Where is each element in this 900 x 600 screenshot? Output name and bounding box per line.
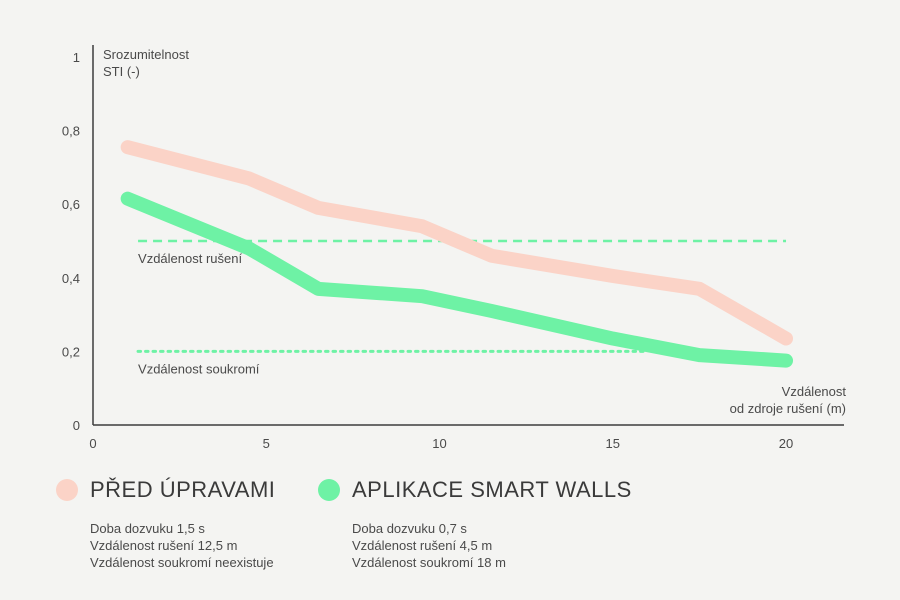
x-tick-label: 15: [606, 436, 620, 451]
legend-note: Vzdálenost soukromí neexistuje: [90, 555, 274, 570]
series-line: [120, 140, 794, 346]
x-axis-label: od zdroje rušení (m): [730, 401, 846, 416]
legend-note: Vzdálenost soukromí 18 m: [352, 555, 506, 570]
y-axis-label: STI (-): [103, 64, 140, 79]
axes: 00,20,40,60,810 5 10 15 20SrozumitelnostSTI …: [62, 45, 846, 451]
legend-note: Vzdálenost rušení 4,5 m: [352, 538, 493, 553]
legend-swatch-before: [56, 479, 78, 501]
legend-note: Doba dozvuku 1,5 s: [90, 521, 205, 536]
x-tick-label: 5: [263, 436, 270, 451]
legend-after: APLIKACE SMART WALLS Doba dozvuku 0,7 s …: [318, 474, 632, 571]
legend-swatch-after: [318, 479, 340, 501]
y-tick-label: 1: [73, 50, 80, 65]
x-tick-label: 0: [89, 436, 96, 451]
legend-title-before: PŘED ÚPRAVAMI: [90, 477, 276, 502]
legend-note: Doba dozvuku 0,7 s: [352, 521, 467, 536]
sti-distance-chart: Vzdálenost rušení Vzdálenost soukromí 0 0,…: [62, 45, 846, 451]
legend-notes-after: Doba dozvuku 0,7 s Vzdálenost rušení 4,5…: [352, 520, 632, 571]
y-tick-label: 0,4: [62, 271, 80, 286]
reference-line-label: Vzdálenost soukromí: [138, 361, 260, 376]
series-line: [120, 191, 794, 368]
y-tick-label: 0,2: [62, 344, 80, 359]
x-tick-label: 20: [779, 436, 793, 451]
legend-notes-before: Doba dozvuku 1,5 s Vzdálenost rušení 12,…: [90, 520, 275, 571]
x-tick-label: 10: [432, 436, 446, 451]
reference-line-label: Vzdálenost rušení: [138, 251, 242, 266]
x-axis-label: Vzdálenost: [782, 384, 847, 399]
legend-title-after: APLIKACE SMART WALLS: [352, 477, 632, 502]
legend-before: PŘED ÚPRAVAMI Doba dozvuku 1,5 s Vzdálen…: [56, 474, 275, 571]
series-lines: [120, 140, 794, 368]
y-axis-label: Srozumitelnost: [103, 47, 189, 62]
y-tick-label: 0,6: [62, 197, 80, 212]
legend-note: Vzdálenost rušení 12,5 m: [90, 538, 238, 553]
y-tick-label: 0: [73, 418, 80, 433]
y-tick-label: 0,8: [62, 124, 80, 139]
